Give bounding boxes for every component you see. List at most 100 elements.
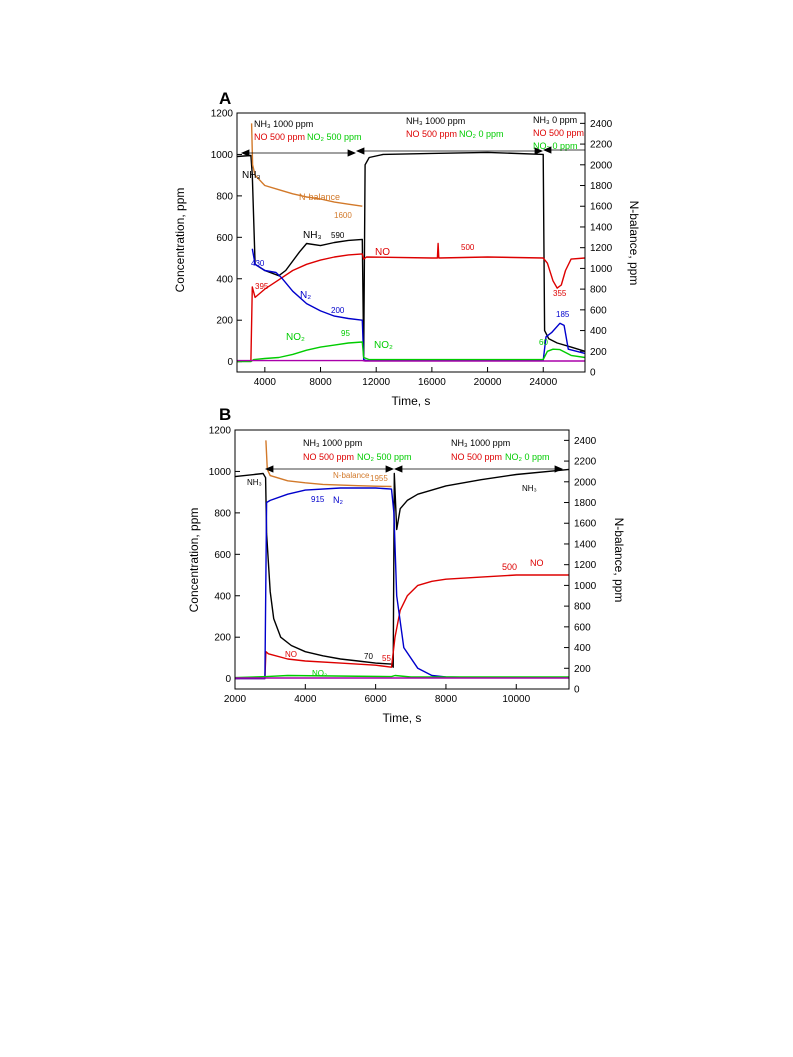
condition-no2-1: NO₂ 500 ppm: [307, 132, 362, 142]
annotation: NO₂: [312, 669, 327, 678]
condition-no-2: NO 500 ppm: [406, 129, 457, 139]
y-axis-label-right: N-balance, ppm: [627, 201, 641, 286]
x-tick-label: 4000: [294, 694, 317, 705]
annotation: NO: [530, 558, 544, 568]
y-axis-label-left: Concentration, ppm: [173, 188, 187, 293]
x-tick-label: 20000: [474, 377, 502, 388]
y-left-tick-label: 400: [214, 591, 231, 602]
y-right-tick-label: 400: [574, 643, 591, 654]
y-right-tick-label: 1400: [574, 539, 597, 550]
y-right-tick-label: 800: [590, 285, 607, 296]
ticks-group: 4000 8000 12000 16000 20000 24000020040060080…: [211, 109, 613, 389]
annotation: N-balance: [299, 192, 340, 202]
annotation: NH₃: [303, 230, 322, 241]
annotation: 500: [461, 243, 475, 252]
y-right-tick-label: 2400: [590, 119, 613, 130]
y-right-tick-label: 2200: [574, 457, 597, 468]
annotation: NH₃: [247, 478, 262, 487]
y-left-tick-label: 0: [227, 357, 233, 368]
annotation: 355: [553, 289, 567, 298]
annotation: 70: [364, 652, 373, 661]
y-right-tick-label: 200: [590, 347, 607, 358]
x-tick-label: 8000: [435, 694, 458, 705]
y-right-tick-label: 1600: [574, 519, 597, 530]
y-left-tick-label: 1200: [211, 109, 234, 120]
y-left-tick-label: 0: [225, 674, 231, 685]
x-tick-label: 10000: [502, 694, 530, 705]
condition-nh3-2: NH₃ 1000 ppm: [406, 116, 465, 126]
annotation: 1955: [370, 474, 388, 483]
y-right-tick-label: 1200: [574, 560, 597, 571]
condition-no2-1: NO₂ 500 ppm: [357, 452, 412, 462]
series-line-nh: [236, 151, 586, 359]
y-right-tick-label: 200: [574, 664, 591, 675]
annotation: NO₂: [286, 332, 305, 343]
panel-letter: A: [219, 89, 231, 108]
x-tick-label: 16000: [418, 377, 446, 388]
y-left-tick-label: 800: [214, 508, 231, 519]
series-line-no: [235, 574, 569, 680]
condition-nh3-1: NH₃ 1000 ppm: [254, 119, 313, 129]
y-left-tick-label: 200: [214, 633, 231, 644]
condition-no-1: NO 500 ppm: [303, 452, 354, 462]
y-left-tick-label: 1000: [211, 150, 234, 161]
y-right-tick-label: 1800: [590, 181, 613, 192]
y-right-tick-label: 0: [590, 368, 596, 379]
annotation: N-balance: [333, 471, 370, 480]
plot-frame: [234, 429, 570, 690]
y-axis-label-right: N-balance, ppm: [612, 518, 626, 603]
x-tick-label: 12000: [362, 377, 390, 388]
annotation: 200: [331, 306, 345, 315]
y-right-tick-label: 1800: [574, 498, 597, 509]
condition-nh3-3: NH₃ 0 ppm: [533, 115, 577, 125]
annotation: 95: [341, 329, 350, 338]
annotation: 590: [331, 231, 345, 240]
x-tick-label: 2000: [224, 694, 247, 705]
x-axis-label: Time, s: [392, 394, 431, 408]
x-axis-label: Time, s: [383, 711, 422, 725]
y-left-tick-label: 400: [216, 274, 233, 285]
annotation: 915: [311, 495, 325, 504]
y-axis-label-left: Concentration, ppm: [187, 508, 201, 613]
annotation: NO: [375, 247, 390, 258]
condition-no2-2: NO₂ 0 ppm: [459, 129, 504, 139]
y-right-tick-label: 0: [574, 685, 580, 696]
y-left-tick-label: 600: [214, 550, 231, 561]
y-right-tick-label: 400: [590, 326, 607, 337]
y-right-tick-label: 600: [574, 622, 591, 633]
period-arrows: [264, 465, 564, 473]
plot-area: [236, 123, 586, 363]
y-right-tick-label: 800: [574, 602, 591, 613]
annotation: 500: [502, 562, 517, 572]
series-line-n: [235, 487, 569, 680]
y-right-tick-label: 600: [590, 305, 607, 316]
series-line-no: [236, 242, 586, 363]
y-right-tick-label: 2400: [574, 436, 597, 447]
series-line-nbalance: [265, 440, 392, 488]
x-tick-label: 8000: [309, 377, 332, 388]
y-right-tick-label: 1200: [590, 243, 613, 254]
series-line-no: [237, 341, 586, 363]
y-right-tick-label: 1000: [574, 581, 597, 592]
annotation: 430: [251, 259, 265, 268]
annotation: NO₂: [374, 340, 393, 351]
y-right-tick-label: 1600: [590, 202, 613, 213]
series-line-nh: [234, 468, 570, 668]
y-left-tick-label: 200: [216, 316, 233, 327]
annotation: NO: [285, 650, 297, 659]
condition-no2-2: NO₂ 0 ppm: [505, 452, 550, 462]
annotation: 395: [255, 282, 269, 291]
y-left-tick-label: 600: [216, 233, 233, 244]
plot-area: [234, 440, 570, 680]
condition-no-2: NO 500 ppm: [451, 452, 502, 462]
plot-frame: [236, 112, 586, 373]
condition-no-3: NO 500 ppm: [533, 128, 584, 138]
ticks-group: 2000 4000 6000 8000 100000200400600800100012…: [209, 426, 597, 706]
y-left-tick-label: 800: [216, 191, 233, 202]
y-right-tick-label: 1000: [590, 264, 613, 275]
x-tick-label: 24000: [529, 377, 557, 388]
y-right-tick-label: 2000: [574, 477, 597, 488]
annotation: N₂: [333, 495, 343, 505]
period-arrows: [240, 146, 585, 157]
